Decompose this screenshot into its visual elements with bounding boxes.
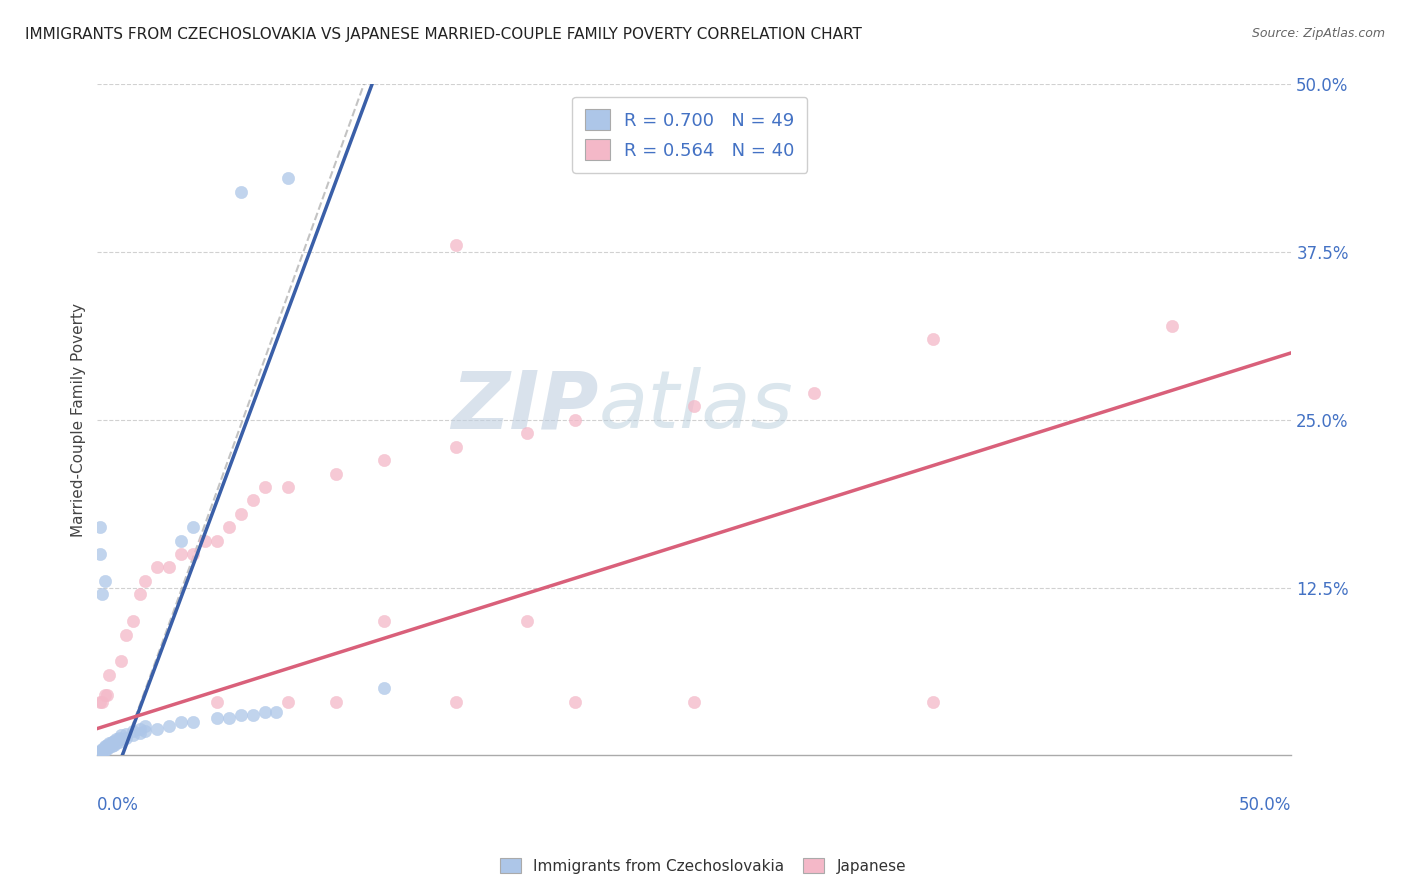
Point bbox=[98, 736, 121, 750]
Point bbox=[129, 722, 152, 736]
Y-axis label: Married-Couple Family Poverty: Married-Couple Family Poverty bbox=[72, 303, 86, 537]
Point bbox=[98, 740, 121, 755]
Text: ZIP: ZIP bbox=[451, 368, 599, 445]
Point bbox=[564, 413, 586, 427]
Point bbox=[91, 587, 114, 601]
Point bbox=[253, 706, 276, 720]
Point bbox=[93, 574, 115, 588]
Point bbox=[181, 547, 204, 561]
Point bbox=[93, 743, 115, 757]
Point bbox=[373, 681, 395, 696]
Point bbox=[277, 171, 299, 186]
Point bbox=[89, 547, 111, 561]
Point bbox=[683, 695, 706, 709]
Point bbox=[229, 708, 252, 723]
Point bbox=[277, 480, 299, 494]
Point bbox=[134, 724, 156, 739]
Point bbox=[110, 732, 132, 747]
Point bbox=[91, 741, 114, 756]
Point bbox=[89, 744, 111, 758]
Point bbox=[96, 741, 118, 756]
Text: atlas: atlas bbox=[599, 368, 793, 445]
Point bbox=[115, 627, 138, 641]
Point bbox=[93, 740, 115, 755]
Point bbox=[105, 732, 128, 747]
Point bbox=[229, 507, 252, 521]
Point bbox=[100, 739, 122, 753]
Point bbox=[122, 728, 145, 742]
Point bbox=[205, 711, 228, 725]
Point bbox=[110, 655, 132, 669]
Point bbox=[181, 520, 204, 534]
Point bbox=[683, 400, 706, 414]
Point bbox=[516, 614, 538, 628]
Point bbox=[157, 560, 180, 574]
Point bbox=[242, 493, 264, 508]
Point bbox=[170, 533, 193, 548]
Point bbox=[1161, 318, 1184, 333]
Point bbox=[277, 695, 299, 709]
Point bbox=[218, 711, 240, 725]
Point bbox=[93, 739, 115, 753]
Point bbox=[444, 440, 467, 454]
Text: Source: ZipAtlas.com: Source: ZipAtlas.com bbox=[1251, 27, 1385, 40]
Point bbox=[194, 533, 217, 548]
Point bbox=[91, 744, 114, 758]
Point bbox=[803, 386, 825, 401]
Point bbox=[100, 735, 122, 749]
Legend: Immigrants from Czechoslovakia, Japanese: Immigrants from Czechoslovakia, Japanese bbox=[494, 852, 912, 880]
Point bbox=[516, 426, 538, 441]
Point bbox=[181, 714, 204, 729]
Point bbox=[242, 708, 264, 723]
Point bbox=[922, 332, 945, 346]
Point bbox=[157, 719, 180, 733]
Point bbox=[115, 727, 138, 741]
Text: IMMIGRANTS FROM CZECHOSLOVAKIA VS JAPANESE MARRIED-COUPLE FAMILY POVERTY CORRELA: IMMIGRANTS FROM CZECHOSLOVAKIA VS JAPANE… bbox=[25, 27, 862, 42]
Point bbox=[89, 746, 111, 760]
Point bbox=[93, 688, 115, 702]
Point bbox=[325, 467, 347, 481]
Point bbox=[134, 574, 156, 588]
Point bbox=[205, 533, 228, 548]
Point bbox=[105, 736, 128, 750]
Point bbox=[266, 706, 288, 720]
Point bbox=[129, 587, 152, 601]
Point bbox=[218, 520, 240, 534]
Point bbox=[98, 668, 121, 682]
Point bbox=[103, 733, 125, 747]
Point bbox=[91, 743, 114, 757]
Point bbox=[89, 520, 111, 534]
Point bbox=[108, 735, 131, 749]
Point bbox=[115, 731, 138, 745]
Point bbox=[229, 185, 252, 199]
Point bbox=[103, 738, 125, 752]
Point bbox=[170, 547, 193, 561]
Point bbox=[253, 480, 276, 494]
Legend: R = 0.700   N = 49, R = 0.564   N = 40: R = 0.700 N = 49, R = 0.564 N = 40 bbox=[572, 97, 807, 173]
Point bbox=[564, 695, 586, 709]
Point bbox=[444, 238, 467, 252]
Point bbox=[373, 453, 395, 467]
Point bbox=[122, 724, 145, 739]
Point bbox=[122, 614, 145, 628]
Point bbox=[96, 688, 118, 702]
Point bbox=[108, 731, 131, 745]
Point bbox=[373, 614, 395, 628]
Point bbox=[170, 714, 193, 729]
Point bbox=[325, 695, 347, 709]
Text: 50.0%: 50.0% bbox=[1239, 796, 1291, 814]
Text: 0.0%: 0.0% bbox=[97, 796, 139, 814]
Point bbox=[146, 722, 169, 736]
Point bbox=[91, 695, 114, 709]
Point bbox=[922, 695, 945, 709]
Point bbox=[89, 695, 111, 709]
Point bbox=[146, 560, 169, 574]
Point bbox=[134, 719, 156, 733]
Point bbox=[205, 695, 228, 709]
Point bbox=[444, 695, 467, 709]
Point bbox=[110, 728, 132, 742]
Point bbox=[96, 738, 118, 752]
Point bbox=[129, 725, 152, 739]
